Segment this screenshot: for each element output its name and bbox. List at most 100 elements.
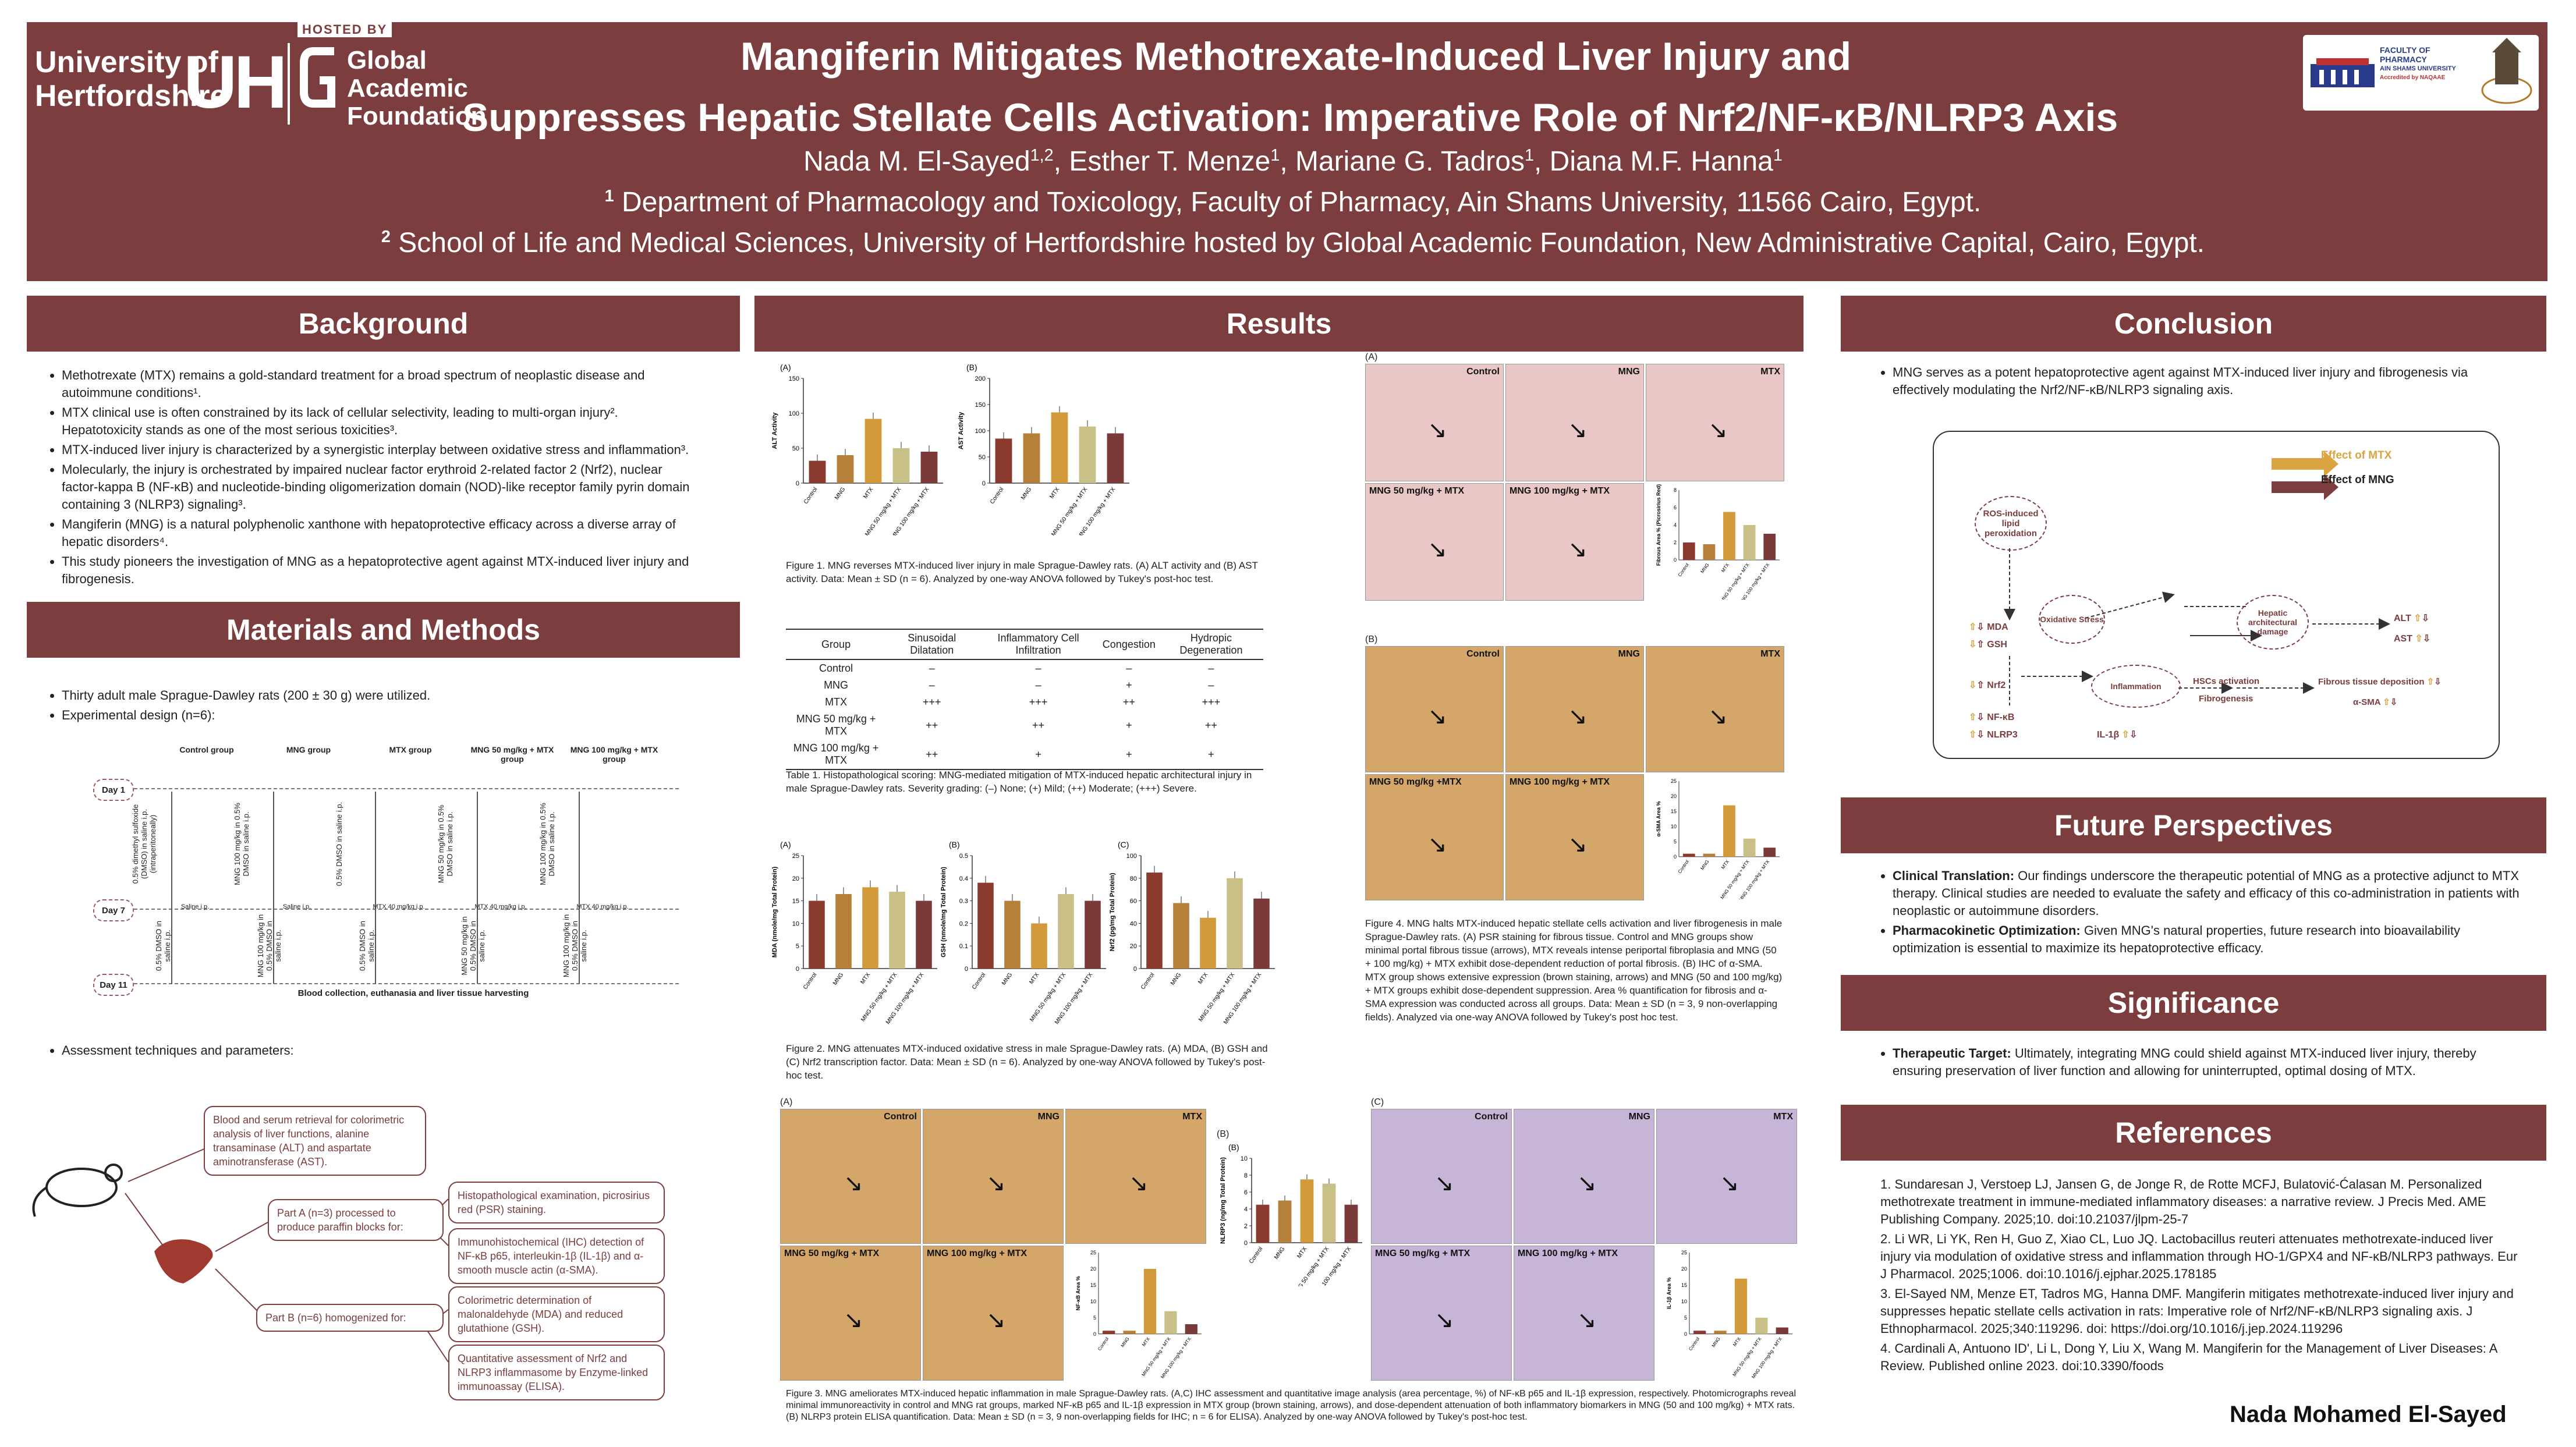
chart-alt: (A) 0 50 100 150 ALT Activity Control MNG MTX MNG… <box>768 361 949 540</box>
node-gsh: ⇩⇧ GSH <box>1969 640 2007 650</box>
arrow-icon: ↘ <box>1568 417 1588 443</box>
table-cell: +++ <box>1029 696 1048 708</box>
micrograph-label: Control <box>1475 1112 1508 1122</box>
chart-bar <box>1322 1183 1336 1243</box>
blood-serum-box: Blood and serum retrieval for colorimetr… <box>204 1106 426 1176</box>
chart-y-tick-label: 4 <box>1244 1206 1248 1213</box>
chart-bar <box>1079 426 1096 483</box>
chart-y-tick-label: 5 <box>1093 1315 1096 1321</box>
significance-section: Therapeutic Target: Ultimately, integrat… <box>1872 1045 2524 1082</box>
methods-item: Thirty adult male Sprague-Dawley rats (2… <box>62 687 699 704</box>
chart-bar <box>809 900 825 969</box>
table-cell: +++ <box>922 696 941 708</box>
uh-logo-mark: UH <box>183 41 288 124</box>
affiliation-2-num: 2 <box>381 228 391 246</box>
micrograph-tile: MNG 50 mg/kg + MTX ↘ <box>780 1246 921 1381</box>
table-row: MNG 100 mg/kg + MTX ++ + + + <box>786 740 1263 770</box>
chart-bar <box>835 893 852 969</box>
chart-bar <box>1051 412 1068 483</box>
micrograph-label: MNG 100 mg/kg + MTX <box>1510 486 1610 496</box>
chart-x-tick-label: Control <box>1097 1336 1110 1352</box>
chart-bar <box>889 892 905 969</box>
chart-y-label: NLRP3 (ng/mg Total Protein) <box>1220 1157 1227 1244</box>
figure-3a-label: (A) <box>780 1097 793 1107</box>
chart-bar <box>1734 1278 1748 1334</box>
chart-nrf2: (C) 0 20 40 60 80 100 Nrf2 (pg/mg Total Protein… <box>1106 838 1281 1026</box>
table-header-cell: Group <box>786 629 887 660</box>
chart-bar <box>809 460 826 483</box>
node-hepatic-damage: Hepatic architectural damage <box>2237 595 2309 650</box>
poster-title-line1: Mangiferin Mitigates Methotrexate-Induce… <box>740 34 1852 79</box>
table-cell: ++ <box>886 740 978 770</box>
micrograph-tile: MNG 100 mg/kg + MTX ↘ <box>923 1246 1064 1381</box>
micrograph-tile: Control ↘ <box>1365 646 1504 772</box>
significance-title: Therapeutic Target: <box>1893 1046 2011 1061</box>
day1-treatment: MNG 50 mg/kg in 0.5% DMSO in saline i.p. <box>437 804 454 884</box>
background-item: Mangiferin (MNG) is a natural polyphenol… <box>62 516 699 551</box>
table-cell: – <box>1208 679 1214 691</box>
chart-y-tick-label: 20 <box>792 875 799 882</box>
right-logo-line3: AIN SHAMS UNIVERSITY <box>2380 65 2456 72</box>
chart-svg: (A) 0 5 10 15 20 25 MDA (nmole/mg Total Protein… <box>771 840 937 1026</box>
node-asma: α-SMA ⇧⇩ <box>2353 697 2398 707</box>
chart-svg: (C) 0 20 40 60 80 100 Nrf2 (pg/mg Total Protein… <box>1109 840 1275 1026</box>
day-11-badge: Day 11 <box>93 974 134 996</box>
chart-y-tick-label: 5 <box>796 943 799 950</box>
logo-divider <box>288 43 290 125</box>
chart-bar <box>1256 1204 1270 1243</box>
micrograph-tile: MTX ↘ <box>1646 364 1784 481</box>
background-item: Methotrexate (MTX) remains a gold-standa… <box>62 367 699 402</box>
results-heading: Results <box>754 296 1803 352</box>
group-label: Control group <box>179 745 234 754</box>
node-fibrogenesis: Fibrogenesis <box>2199 694 2253 704</box>
chart-y-label: NF-κB Area % <box>1075 1276 1081 1310</box>
arrow-icon: ↘ <box>1577 1307 1597 1333</box>
reference-item: 4. Cardinali A, Antuono ID', Li L, Dong … <box>1880 1341 2497 1373</box>
chart-x-tick-label: MNG <box>1001 971 1014 987</box>
right-logo-line2: PHARMACY <box>2380 55 2427 64</box>
poster-title-line2: Suppresses Hepatic Stellate Cells Activa… <box>462 95 2118 140</box>
table-cell: – <box>1208 662 1214 674</box>
chart-bar <box>1173 903 1189 969</box>
future-item-pk-title: Pharmacokinetic Optimization: <box>1893 923 2081 938</box>
gaf-logo-text: Global Academic Foundation <box>347 47 487 130</box>
chart-bar <box>1143 1268 1157 1334</box>
chart-bar <box>1058 893 1074 969</box>
table-cell: + <box>1099 740 1159 770</box>
node-il1b: IL-1β ⇧⇩ <box>2097 730 2138 740</box>
author-4-aff: 1 <box>1773 146 1783 165</box>
chart-y-tick-label: 0 <box>982 480 986 487</box>
micrograph-label: Control <box>884 1112 917 1122</box>
author-3: , Mariane G. Tadros <box>1280 146 1525 177</box>
group-label: MTX group <box>389 745 432 754</box>
node-mda: ⇧⇩ MDA <box>1969 622 2008 632</box>
reference-item: 2. Li WR, Li YK, Ren H, Guo Z, Xiao CL, … <box>1880 1232 2518 1281</box>
chart-y-tick-label: 15 <box>1671 808 1677 814</box>
part-b-box: Part B (n=6) homogenized for: <box>256 1304 444 1332</box>
chart-x-tick-label: MTX <box>1141 1336 1151 1347</box>
part-a-box: Part A (n=3) processed to produce paraff… <box>268 1199 444 1241</box>
background-item: MTX-induced liver injury is characterize… <box>62 441 699 459</box>
chart-panel-letter: (B) <box>1228 1143 1239 1152</box>
chart-svg: (B) 0 50 100 150 200 AST Activity Control MNG MTX… <box>958 363 1129 540</box>
background-item: Molecularly, the injury is orchestrated … <box>62 461 699 513</box>
chart-panel-letter: (C) <box>1118 840 1129 849</box>
chart-y-tick-label: 20 <box>1671 793 1677 799</box>
micrograph-tile: MNG 100 mg/kg + MTX ↘ <box>1505 483 1644 601</box>
table-cell: – <box>929 679 935 691</box>
table-row: MTX +++ +++ ++ +++ <box>786 694 1263 711</box>
micrograph-tile: MNG ↘ <box>1505 364 1644 481</box>
chart-bar <box>1703 853 1716 857</box>
group-label: MNG 50 mg/kg + MTX group <box>470 745 554 764</box>
chart-y-tick-label: 0.1 <box>959 943 968 950</box>
background-heading: Background <box>27 296 740 352</box>
chart-y-tick-label: 6 <box>1674 505 1677 510</box>
micrograph-tile: Control ↘ <box>1365 364 1504 481</box>
day11-treatment: 0.5% DMSO in saline i.p. <box>154 921 172 971</box>
table-cell: – <box>929 662 935 674</box>
chart-nlrp3: (B) 0 2 4 6 8 10 NLRP3 (ng/mg Total Protein) Con… <box>1217 1141 1368 1300</box>
assessment-item: Assessment techniques and parameters: <box>62 1042 699 1059</box>
table-cell: MNG <box>824 679 849 691</box>
chart-y-tick-label: 0 <box>1684 1331 1687 1337</box>
author-2: , Esther T. Menze <box>1053 146 1271 177</box>
